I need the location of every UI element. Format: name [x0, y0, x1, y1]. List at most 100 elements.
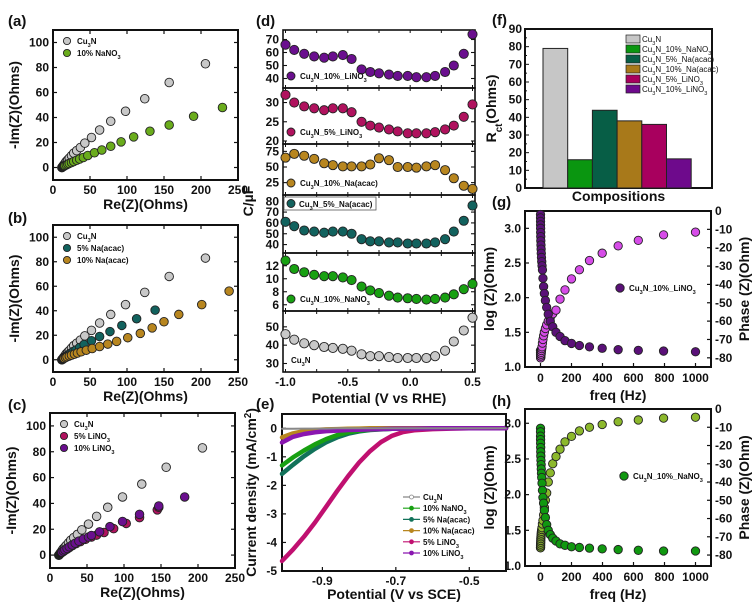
- panel-label: (a): [8, 13, 26, 30]
- data-point: [91, 511, 102, 522]
- y-tick-label: 40: [266, 72, 280, 86]
- y-tick-label: 2.0: [504, 291, 521, 305]
- data-point: [135, 328, 146, 339]
- data-point: [467, 278, 478, 290]
- x-axis-label: freq (Hz): [590, 586, 647, 602]
- y-tick-label: 70: [509, 57, 523, 71]
- x-tick-label: 600: [623, 371, 643, 385]
- x-tick-label: 0.0: [402, 375, 419, 389]
- panel-f: 0 10 20 30 40 50 60 70 80 90(f) Compositions Rct(Oh…: [483, 12, 719, 204]
- data-point: [365, 285, 376, 296]
- plot-frame: [49, 412, 236, 569]
- y-tick-label: 2.5: [504, 256, 521, 270]
- data-point: [411, 128, 422, 139]
- y-tick-label: 12: [266, 259, 280, 273]
- data-point: [448, 173, 459, 184]
- x-axis-label: Re(Z)(Ohms): [103, 196, 188, 212]
- data-point: [154, 501, 164, 511]
- y-tick-label: 0: [515, 181, 522, 195]
- y-axis-label: log (Z)(Ohm): [481, 247, 497, 331]
- data-point: [597, 248, 607, 258]
- y-tick-label-right: -10: [715, 420, 733, 434]
- y-tick-label: 20: [36, 136, 50, 150]
- y-axis-label: Rct(Ohms): [483, 75, 505, 143]
- legend-box: [283, 196, 377, 211]
- data-point: [633, 415, 643, 425]
- x-tick-label: 50: [83, 183, 97, 197]
- x-axis-label: freq (Hz): [590, 387, 647, 403]
- subplot-cu3n: 30 40 50 Cu3N: [266, 310, 478, 373]
- data-point: [392, 161, 403, 173]
- bar-cu3n-5-lino3: [641, 123, 667, 189]
- panel-label: (c): [8, 397, 26, 414]
- legend-label: 10% LiNO3: [74, 444, 114, 456]
- y-axis-label: -Im(Z)(Ohms): [6, 255, 22, 343]
- data-point: [633, 235, 643, 246]
- data-point: [280, 329, 291, 340]
- data-point: [86, 530, 97, 541]
- y-tick-label: 50: [266, 59, 280, 73]
- data-point: [430, 70, 441, 81]
- data-point: [188, 111, 199, 121]
- data-point: [289, 44, 300, 55]
- y-tick-label: 80: [36, 61, 50, 75]
- x-axis-label: Potential (V vs RHE): [312, 390, 447, 406]
- legend-marker: [615, 283, 625, 293]
- y-tick-label: 0: [42, 161, 49, 175]
- data-point: [392, 70, 403, 81]
- data-point: [161, 462, 171, 473]
- legend-label: Cu3N_10%_NaNO3: [633, 472, 703, 484]
- data-point: [327, 226, 338, 237]
- series-phase: [535, 412, 701, 553]
- data-point: [337, 226, 348, 237]
- y-tick-label: 1.0: [504, 559, 521, 573]
- x-tick-label: 50: [80, 571, 94, 585]
- legend-label: 10% LiNO3: [423, 549, 463, 561]
- panel-c: 0 50 100 150 200 250020406080100(c)Re(Z)(Ohms…: [3, 397, 245, 600]
- data-point: [421, 161, 432, 172]
- data-point: [458, 180, 469, 191]
- legend-marker: [409, 494, 414, 500]
- data-point: [280, 152, 291, 163]
- y-tick-label-right: -20: [715, 439, 733, 453]
- series-log-z: [535, 423, 701, 556]
- data-point: [402, 352, 413, 364]
- data-point: [411, 352, 422, 364]
- data-point: [392, 352, 403, 364]
- x-tick-label: 800: [654, 570, 674, 584]
- data-point: [94, 125, 105, 135]
- data-point: [356, 234, 367, 245]
- data-point: [658, 346, 669, 356]
- data-point: [289, 263, 300, 275]
- y-tick-label-right: -50: [715, 296, 733, 310]
- data-point: [200, 59, 211, 69]
- legend-swatch: [625, 54, 641, 64]
- y-tick-label: 30: [266, 96, 280, 110]
- data-point: [103, 339, 113, 349]
- data-point: [280, 216, 291, 227]
- data-point: [458, 284, 469, 295]
- y-tick-label: 100: [26, 419, 46, 433]
- data-point: [117, 492, 128, 502]
- data-point: [105, 521, 115, 532]
- x-tick-label: 1000: [682, 570, 709, 584]
- data-point: [346, 228, 357, 239]
- data-point: [337, 161, 348, 172]
- legend-label: Cu3N_10%_NaNO3: [300, 295, 370, 307]
- panel-e: -0.9 -0.7 -0.5 0 -1 -2 -3 -4 -5 (e) Potential (V v…: [243, 396, 509, 602]
- y-tick-label-right: 0: [715, 204, 722, 218]
- data-point: [411, 238, 422, 249]
- data-point: [430, 237, 441, 248]
- panel-h: 0 200 400 600 800 1000 1.0 1.5 2.0 2.5 3.0 0 -10 -20 -…: [481, 393, 752, 602]
- y-axis-label: -Im(Z)(Ohms): [3, 447, 19, 535]
- data-point: [566, 542, 577, 552]
- data-point: [145, 126, 155, 136]
- data-point: [105, 309, 116, 320]
- y-tick-label: 1.0: [504, 360, 521, 374]
- data-point: [356, 349, 367, 360]
- y-tick-label: 8: [272, 285, 279, 299]
- data-point: [140, 287, 150, 298]
- bar-cu3n-5-na-acac-: [591, 109, 618, 189]
- legend-marker: [409, 528, 414, 533]
- data-point: [440, 292, 451, 303]
